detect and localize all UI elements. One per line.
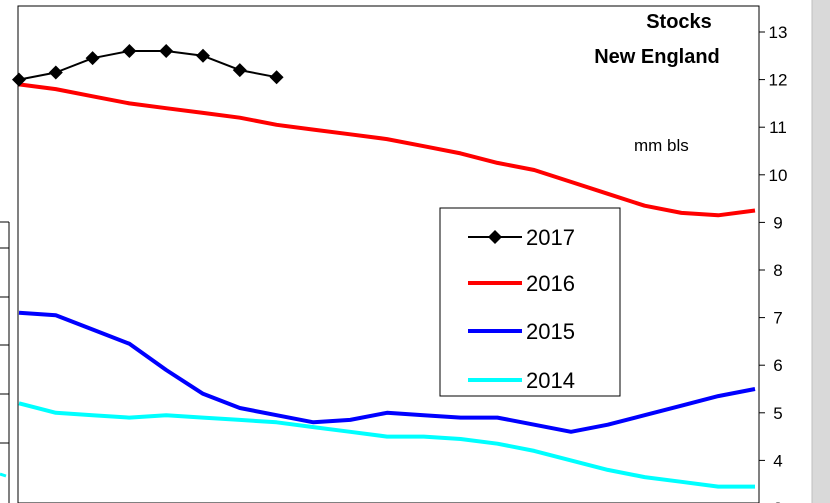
chart-title-line-1: Stocks bbox=[646, 11, 712, 33]
y-tick-label: 3 bbox=[773, 499, 782, 503]
data-point-2017 bbox=[12, 72, 26, 87]
legend-label-2017: 2017 bbox=[526, 225, 575, 250]
adjacent-chart-fragment bbox=[0, 221, 10, 503]
data-point-2017 bbox=[196, 48, 210, 63]
y-tick-label: 7 bbox=[773, 309, 782, 328]
y-tick-label: 12 bbox=[769, 71, 788, 90]
y-tick-label: 9 bbox=[773, 213, 782, 232]
right-edge-shadow bbox=[812, 0, 830, 503]
series-line-2014 bbox=[18, 401, 755, 489]
series-line-2017 bbox=[18, 50, 277, 81]
y-tick-label: 4 bbox=[773, 451, 782, 470]
y-tick-label: 11 bbox=[769, 118, 787, 137]
data-point-2017 bbox=[48, 65, 63, 80]
data-point-2017 bbox=[122, 44, 137, 59]
plot-area bbox=[17, 5, 760, 503]
y-tick-label: 5 bbox=[773, 404, 782, 423]
legend-marker-2017 bbox=[488, 230, 502, 244]
data-point-2017 bbox=[85, 51, 100, 66]
series-line-2016 bbox=[18, 82, 756, 218]
y-tick-label: 6 bbox=[773, 356, 782, 375]
legend-label-2014: 2014 bbox=[526, 368, 575, 393]
y-tick-label: 13 bbox=[769, 23, 788, 42]
legend-label-2015: 2015 bbox=[526, 319, 575, 344]
y-tick-label: 8 bbox=[773, 261, 782, 280]
chart-title-line-2: New England bbox=[594, 46, 720, 68]
series-line-2015 bbox=[18, 310, 756, 434]
data-point-2017 bbox=[159, 44, 174, 59]
legend: 2017 2016 2015 2014 bbox=[439, 207, 621, 397]
data-point-2017 bbox=[232, 63, 247, 78]
data-point-2017 bbox=[269, 70, 284, 85]
y-tick-label: 10 bbox=[769, 166, 788, 185]
legend-label-2016: 2016 bbox=[526, 271, 575, 296]
y-axis: 3 4 5 6 7 8 9 10 11 12 13 bbox=[759, 23, 787, 503]
unit-label: mm bls bbox=[634, 136, 689, 155]
series-layer bbox=[12, 44, 756, 489]
legend-box bbox=[439, 207, 621, 397]
